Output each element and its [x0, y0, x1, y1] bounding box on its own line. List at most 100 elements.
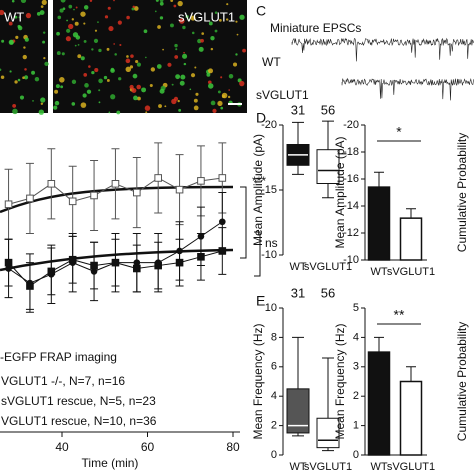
puncta [113, 43, 115, 45]
tick-label: 0 [271, 449, 277, 461]
puncta [66, 19, 68, 22]
puncta [43, 57, 46, 60]
y-axis-label: Mean Frequency (Hz) [333, 323, 347, 439]
puncta [195, 92, 199, 96]
puncta [164, 105, 167, 108]
count-label: 31 [291, 285, 305, 300]
puncta [239, 14, 245, 20]
puncta [17, 78, 21, 82]
annotation: ** [394, 307, 405, 323]
puncta [74, 44, 77, 47]
puncta [62, 7, 66, 11]
puncta [24, 37, 29, 42]
y-axis-label: Mean Amplitude (pA) [333, 136, 347, 248]
puncta [210, 100, 216, 106]
tick-label: 80 [226, 440, 240, 454]
marker [218, 174, 227, 182]
tick-label: -10 [343, 254, 359, 266]
x-tick-label: WT [289, 461, 306, 473]
puncta [214, 29, 218, 33]
puncta [117, 20, 122, 25]
puncta [187, 18, 190, 21]
puncta [107, 6, 111, 10]
puncta [149, 84, 153, 88]
trace-label: WT [262, 55, 281, 69]
marker [154, 174, 162, 182]
puncta [98, 78, 103, 84]
puncta [200, 38, 204, 43]
puncta [167, 62, 172, 67]
tick-label: 2 [353, 390, 359, 402]
puncta [59, 8, 64, 13]
puncta [55, 84, 60, 89]
puncta [207, 80, 212, 85]
puncta [53, 105, 58, 110]
puncta [113, 0, 115, 2]
puncta [77, 44, 80, 46]
puncta [0, 68, 2, 71]
puncta [0, 75, 5, 80]
puncta [104, 15, 109, 19]
puncta [159, 88, 165, 94]
puncta [217, 90, 221, 94]
tick-label: 2 [271, 420, 277, 432]
legend-label: sVGLUT1 rescue, N=5, n=23 [1, 394, 156, 408]
puncta [198, 46, 204, 52]
puncta [145, 111, 148, 114]
tick-label: 0 [353, 449, 359, 461]
tick-label: -18 [343, 146, 359, 158]
puncta [182, 25, 186, 30]
puncta [130, 54, 134, 58]
puncta [171, 83, 174, 86]
bar [399, 380, 423, 456]
puncta [106, 47, 110, 51]
marker [47, 180, 56, 188]
puncta [177, 0, 183, 7]
puncta [75, 35, 81, 40]
marker [175, 185, 184, 194]
puncta [110, 68, 115, 73]
puncta [141, 87, 147, 93]
x-tick-label: WT [370, 266, 387, 278]
puncta [74, 21, 79, 26]
puncta [24, 68, 27, 71]
puncta [83, 22, 86, 25]
puncta [155, 0, 159, 2]
bar [367, 186, 391, 261]
marker [68, 197, 77, 206]
puncta [178, 108, 182, 112]
puncta [98, 48, 102, 53]
puncta [144, 105, 151, 111]
x-tick-label: WT [289, 261, 306, 273]
puncta [129, 84, 134, 90]
puncta [89, 0, 93, 3]
puncta [98, 101, 101, 104]
puncta [97, 21, 99, 23]
puncta [93, 38, 99, 43]
image-label: sVGLUT1 [178, 9, 235, 24]
puncta [80, 56, 85, 61]
puncta [126, 55, 129, 58]
puncta [227, 95, 231, 99]
puncta [65, 36, 71, 42]
puncta [80, 102, 87, 108]
puncta [208, 21, 213, 26]
puncta [17, 24, 21, 29]
puncta [170, 0, 174, 3]
puncta [94, 68, 99, 73]
x-axis-label: Time (min) [82, 456, 139, 470]
tick-label: 10 [265, 302, 277, 314]
puncta [42, 40, 46, 44]
error-bar [374, 171, 384, 188]
puncta [14, 80, 18, 84]
puncta [191, 31, 195, 35]
puncta [108, 26, 114, 32]
puncta [143, 29, 148, 34]
puncta [8, 39, 14, 45]
panel-label: D [256, 110, 266, 126]
panel-label: C [256, 3, 266, 19]
puncta [18, 16, 21, 19]
puncta [94, 29, 98, 32]
puncta [39, 10, 45, 15]
